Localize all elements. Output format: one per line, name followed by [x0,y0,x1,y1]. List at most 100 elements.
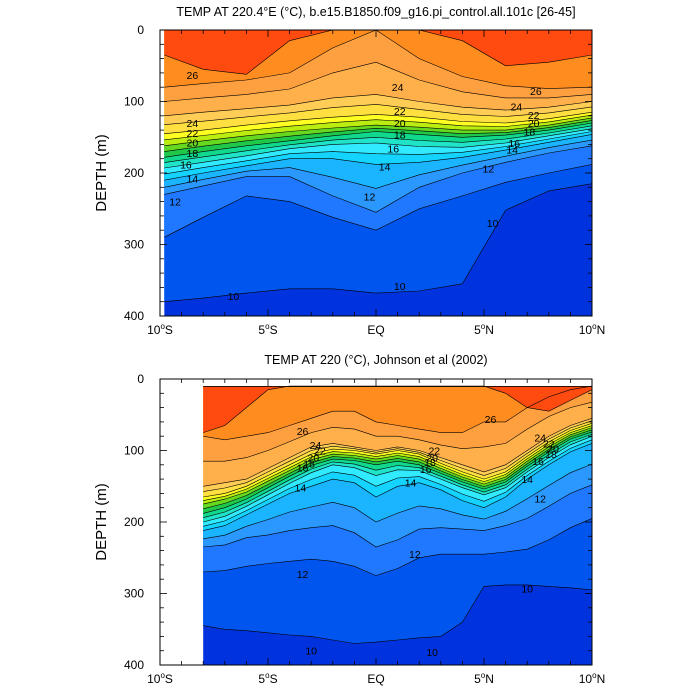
contour-label: 24 [392,82,404,94]
x-tick-label: 10oN [579,322,605,337]
contour-label: 12 [409,549,421,561]
isotherm-line [203,484,592,548]
isotherm-line [164,120,592,152]
isotherm-line [164,183,592,302]
contour-label: 16 [532,456,544,468]
contour-label: 18 [394,129,406,141]
contour-label: 10 [426,647,438,659]
isotherm-line [164,104,592,125]
data-top-edge [203,386,592,387]
isotherm-line [164,94,592,117]
isotherm-line [164,139,592,189]
isotherm-line [203,427,592,505]
x-tick-label: 5oN [474,671,494,686]
x-tick-label: EQ [367,323,384,337]
isotherm-line [203,385,592,433]
isotherm-line [164,125,592,163]
contour-label: 16 [508,138,520,150]
temperature-band [203,386,592,433]
contour-label: 10 [521,583,533,595]
panel-observations-axes: 10oS 5oS EQ 5oN 10oN 0 100 200 300 400 [124,372,605,686]
contour-label: 10 [305,646,317,658]
contour-label: 18 [545,449,557,461]
y-tick-label: 300 [124,238,144,252]
contour-label: 20 [187,137,199,149]
isotherm-line [164,164,592,238]
contour-label: 20 [547,443,559,455]
contour-label: 14 [506,144,518,156]
isotherm-line [164,30,592,75]
isotherm-line [203,584,592,644]
temperature-band [203,386,592,440]
contour-label: 26 [187,70,199,82]
contour-label: 20 [528,118,540,130]
contour-label: 14 [521,474,533,486]
x-tick-label: 5oN [474,322,494,337]
isotherm-line [164,61,592,102]
x-tick-label: EQ [367,672,384,686]
panel-observations-contour-labels: 2624222018161412102622201816141210242220… [295,414,560,659]
isotherm-line [164,114,592,141]
isotherm-line [164,145,592,213]
contour-label: 26 [297,426,309,438]
panel-model-y-axis-label: DEPTH (m) [93,134,110,212]
isotherm-line [164,30,592,89]
contour-label: 22 [314,446,326,458]
contour-label: 16 [297,463,309,475]
panel-observations: TEMP AT 220 (°C), Johnson et al (2002) 2… [93,353,605,686]
isotherm-line [164,117,592,147]
contour-label: 14 [295,483,307,495]
isotherm-line [203,463,592,540]
isotherm-line [203,401,592,462]
isotherm-line [203,518,592,576]
contour-label: 14 [379,162,391,174]
isotherm-line [203,425,592,501]
isotherm-line [203,423,592,498]
isotherm-line [164,111,592,134]
contour-label: 12 [169,197,181,209]
x-tick-label: 10oN [579,671,605,686]
contour-label: 14 [405,478,417,490]
isotherm-line [164,134,592,181]
contour-label: 22 [187,128,199,140]
x-tick-label: 10oS [147,671,173,686]
isotherm-line [164,122,592,158]
panel-model-contour-labels: 2624222018161412102422201816141210262422… [169,70,542,303]
contour-label: 22 [543,438,555,450]
contour-label: 12 [297,569,309,581]
contour-label: 14 [187,174,199,186]
y-tick-label: 100 [124,95,144,109]
contour-label: 20 [308,453,320,465]
y-tick-label: 400 [124,309,144,323]
contour-label: 16 [420,464,432,476]
contour-label: 12 [482,164,494,176]
contour-label: 10 [394,281,406,293]
isotherm-line [203,433,592,518]
temperature-band [164,30,592,75]
isotherm-line [203,420,592,492]
contour-label: 10 [487,218,499,230]
y-tick-label: 0 [137,372,144,386]
isotherm-line [203,439,592,527]
y-tick-label: 100 [124,444,144,458]
contour-label: 12 [364,192,376,204]
x-tick-label: 5oS [258,322,277,337]
contour-label: 22 [394,106,406,118]
isotherm-line [203,418,592,487]
x-tick-label: 5oS [258,671,277,686]
contour-label: 24 [511,102,523,114]
x-tick-label: 10oS [147,322,173,337]
isotherm-line [203,431,592,514]
panel-observations-y-axis-label: DEPTH (m) [93,483,110,561]
y-tick-label: 200 [124,515,144,529]
panel-model: TEMP AT 220.4°E (°C), b.e15.B1850.f09_g1… [93,5,605,337]
panel-model-title: TEMP AT 220.4°E (°C), b.e15.B1850.f09_g1… [176,5,575,19]
isotherm-line [203,443,592,531]
panel-observations-temperature-field [203,385,592,665]
contour-label: 20 [394,118,406,130]
contour-label: 18 [524,127,536,139]
contour-label: 18 [187,148,199,160]
contour-label: 18 [303,458,315,470]
isotherm-line [203,435,592,523]
contour-label: 22 [528,110,540,122]
